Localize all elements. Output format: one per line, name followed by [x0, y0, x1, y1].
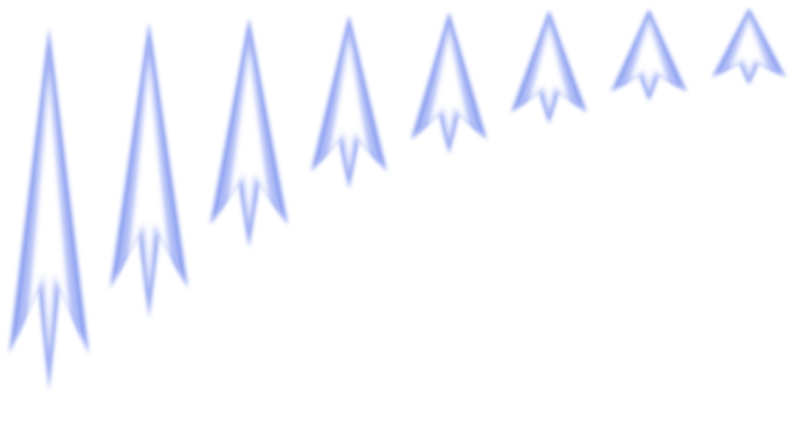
- arrow-core: [328, 36, 370, 172]
- arrow-up-icon: [411, 12, 487, 154]
- arrow-core: [27, 71, 71, 355]
- arrow-core: [227, 45, 271, 226]
- arrow-core: [628, 20, 670, 92]
- arrow-up-icon: [511, 10, 587, 124]
- arrow-core: [728, 17, 770, 78]
- arrow-up-icon: [210, 18, 288, 248]
- arrow-up-icon: [9, 28, 89, 390]
- arrow-up-icon: [110, 22, 188, 318]
- arrow-core: [428, 29, 470, 140]
- arrow-core: [127, 57, 171, 289]
- arrow-up-icon: [311, 15, 387, 189]
- arrow-up-icon: [611, 9, 687, 101]
- arrow-up-icon: [712, 8, 786, 85]
- arrow-core: [528, 23, 570, 113]
